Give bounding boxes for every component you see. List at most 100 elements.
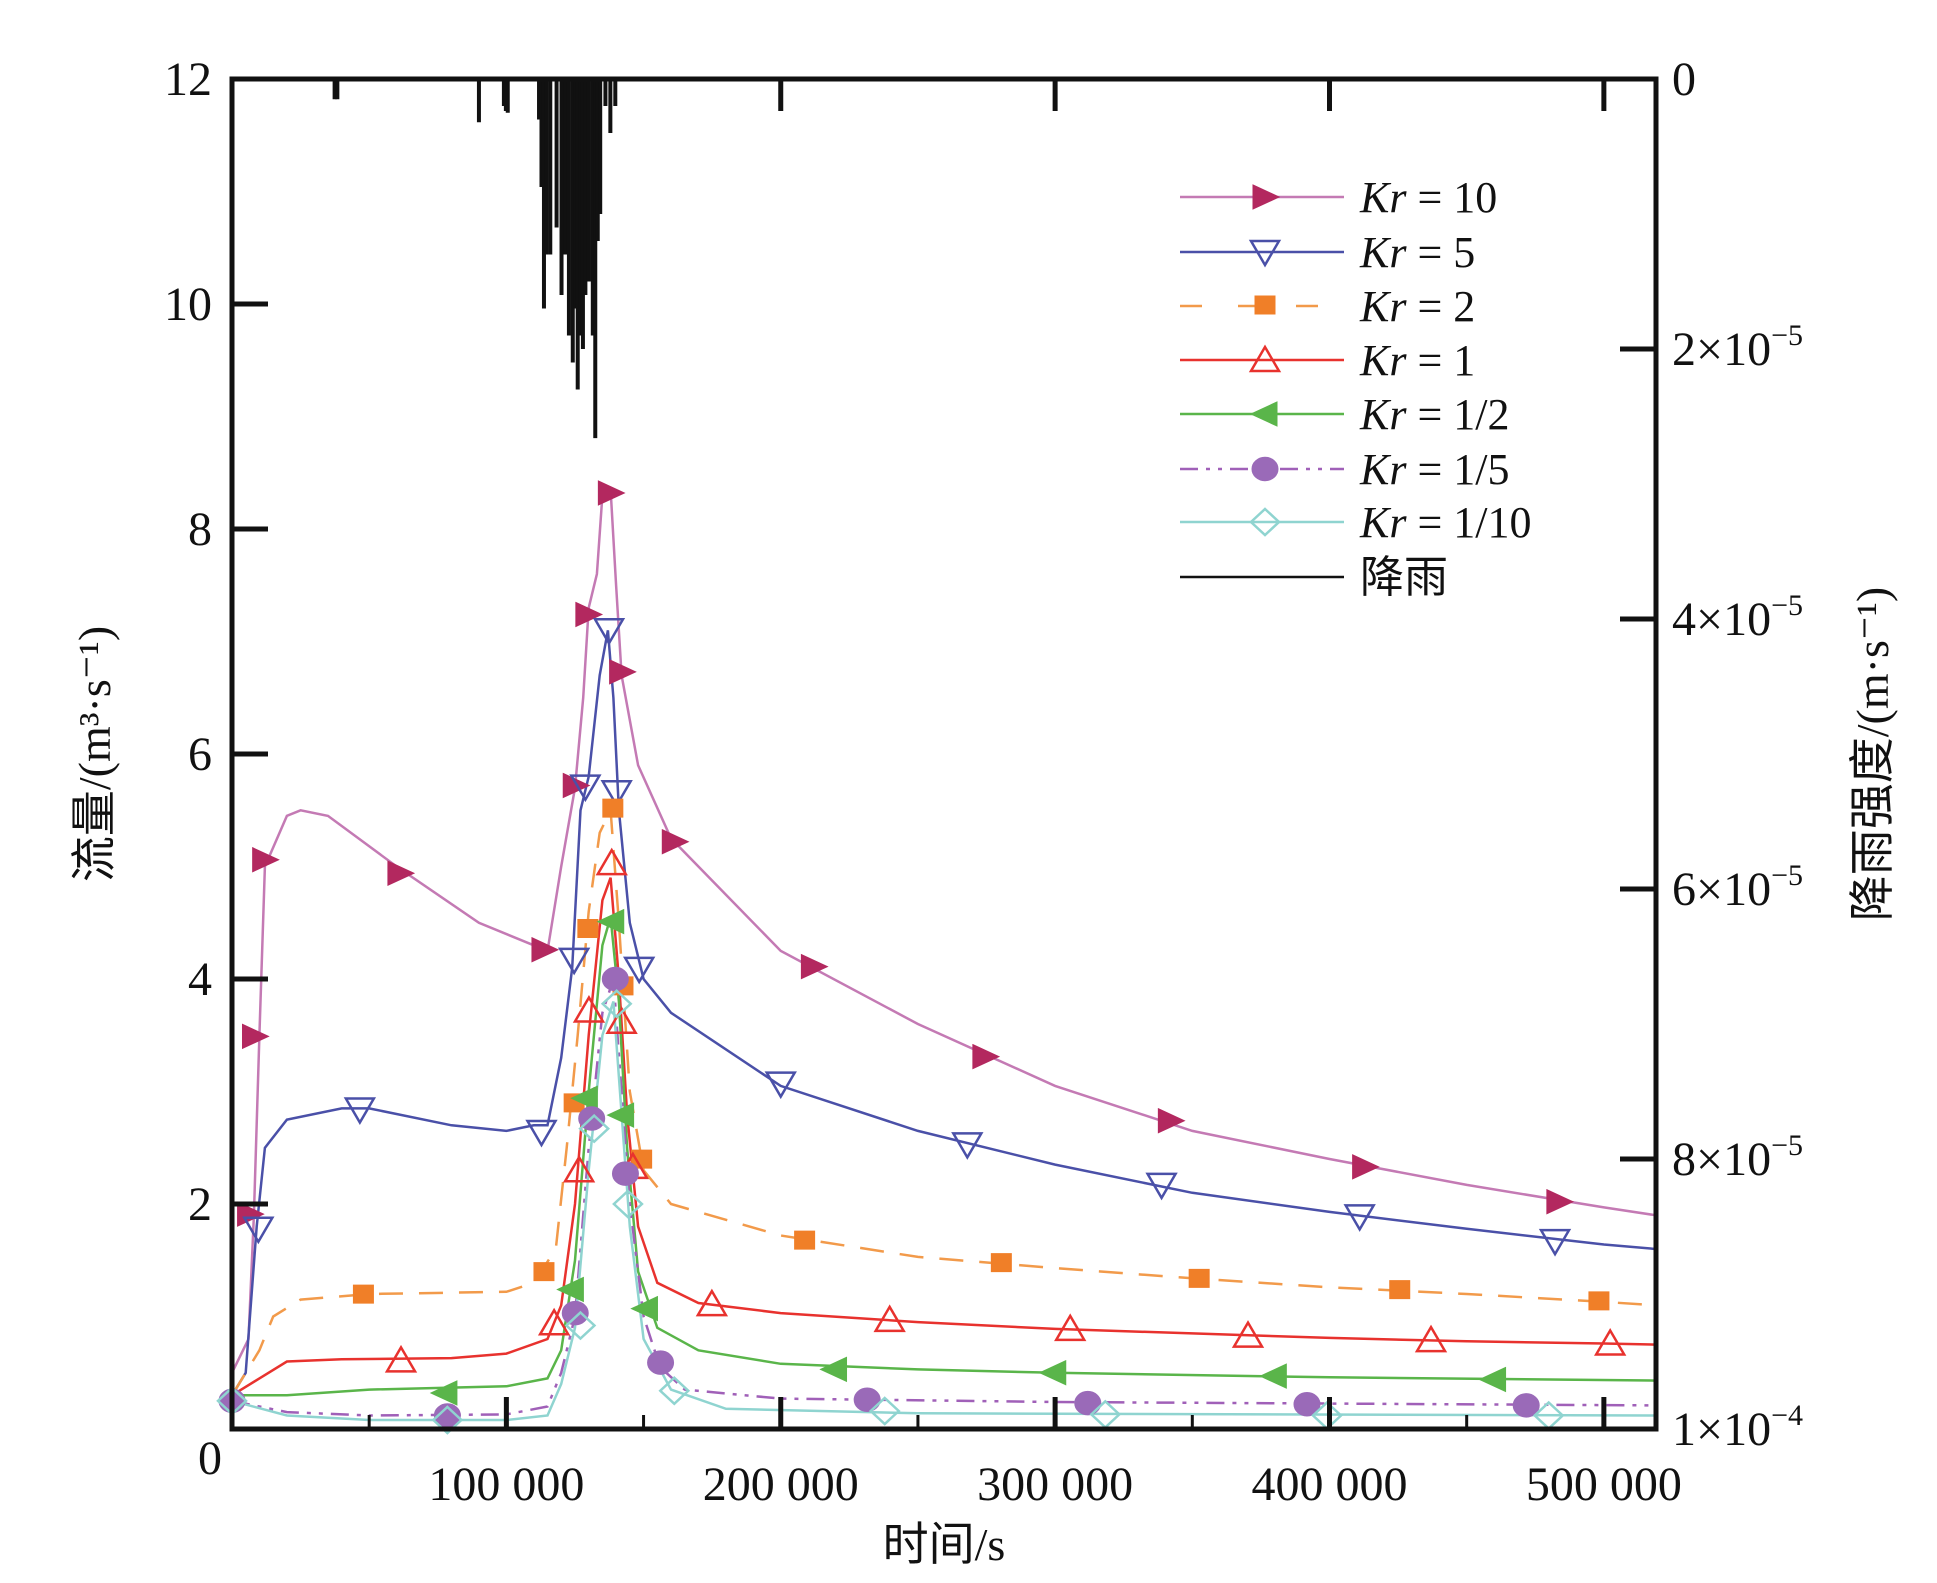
data-point-marker [1389,1280,1411,1300]
y2-tick-label: 1×10−4 [1672,1399,1803,1456]
legend-label: Kr = 2 [1359,282,1475,331]
data-point-marker [1594,1328,1627,1356]
data-point-marker [597,480,626,506]
legend-label: Kr = 1/2 [1359,390,1510,439]
data-point-marker [343,1097,377,1125]
data-point-marker [1038,1359,1067,1386]
x-axis-title: 时间/s [883,1519,1006,1570]
data-point-marker [630,1295,658,1322]
legend-marker [1248,239,1282,268]
data-point-marker [600,989,633,1019]
legend-marker [1249,401,1278,427]
data-point-marker [533,1262,555,1282]
legend-marker [1248,344,1282,373]
data-point-marker [531,936,560,963]
legend-marker [1249,507,1281,537]
data-point-marker [868,1396,901,1426]
legend-marker [1252,184,1281,210]
y-axis-title: 流量/(m³·s⁻¹) [69,626,120,882]
legend-label: Kr = 1/5 [1359,445,1510,494]
data-point-marker [564,1310,597,1341]
data-point-marker [242,1216,275,1245]
series-line-4 [232,916,1657,1397]
data-point-marker [1293,1392,1321,1417]
series-line-0 [230,487,1657,1374]
data-point-marker [873,1304,906,1333]
data-point-marker [972,1043,1001,1070]
data-point-marker [570,1085,598,1112]
data-point-marker [800,953,829,980]
y2-tick-label: 6×10−5 [1672,859,1803,916]
x-tick-label: 0 [198,1432,222,1485]
data-point-marker [622,956,656,985]
data-point-marker [1259,1363,1287,1389]
data-point-marker [1352,1154,1380,1180]
y-tick-label: 10 [164,278,212,331]
legend-label: Kr = 10 [1359,173,1497,222]
data-point-marker [602,798,624,818]
legend: Kr = 10 Kr = 5 Kr = 2 Kr = 1 Kr = 1/2 Kr = 1/… [1180,173,1532,602]
data-point-marker [595,847,628,876]
data-point-marker [387,860,416,887]
data-point-marker [592,618,626,646]
axes: 0 100 000 200 000 300 000 400 000 500 000 2 4 6 8… [164,53,1803,1511]
x-tick-label: 500 000 [1526,1458,1682,1511]
data-point-marker [612,1189,644,1219]
data-point-marker [601,966,629,992]
data-point-marker [1343,1204,1376,1232]
data-point-marker [647,1350,675,1375]
x-tick-label: 300 000 [977,1458,1133,1511]
series-line-1 [230,630,1657,1396]
series-line-5 [231,978,1657,1417]
y2-tick-label: 0 [1672,53,1696,106]
legend-label: Kr = 1 [1359,336,1475,385]
legend-label: 降雨 [1360,553,1448,602]
data-point-marker [1588,1291,1610,1311]
data-point-marker [1414,1324,1448,1353]
data-point-marker [1188,1268,1210,1288]
data-point-marker [609,659,637,685]
y2-axis-title: 降雨强度/(m·s⁻¹) [1847,587,1898,922]
data-point-marker [578,1113,611,1144]
data-point-marker [1074,1390,1102,1416]
y-tick-label: 2 [188,1178,212,1231]
legend-label: Kr = 5 [1359,228,1475,277]
data-point-marker [596,908,625,935]
series-line-2 [230,805,1657,1396]
data-point-marker [561,1300,589,1326]
x-tick-label: 400 000 [1251,1458,1407,1511]
data-point-marker [1054,1313,1087,1342]
data-point-marker [241,1023,270,1050]
y-tick-label: 4 [188,953,212,1006]
data-point-marker [562,1154,596,1183]
y2-tick-label: 2×10−5 [1672,319,1803,376]
data-point-marker [1546,1188,1575,1215]
data-point-marker [1231,1320,1265,1348]
data-point-marker [1478,1366,1507,1393]
data-point-marker [431,1405,464,1435]
data-point-marker [853,1387,881,1412]
y-tick-label: 8 [188,503,212,556]
data-point-marker [537,1307,571,1336]
legend-marker [1251,456,1279,482]
data-point-marker [1157,1107,1186,1134]
data-point-marker [606,1102,635,1128]
y2-tick-label: 8×10−5 [1672,1129,1803,1186]
data-point-marker [764,1071,797,1100]
data-point-marker [794,1230,816,1250]
data-point-marker [819,1356,848,1383]
data-point-marker [252,846,280,873]
data-point-marker [605,1006,638,1034]
data-point-marker [572,995,606,1023]
x-tick-label: 200 000 [703,1458,859,1511]
series-markers [216,480,1627,1435]
data-point-marker [1145,1172,1178,1201]
data-point-marker [658,1376,691,1406]
data-point-marker [556,1276,584,1303]
data-point-marker [237,1201,265,1227]
data-point-marker [695,1288,729,1317]
data-point-marker [575,601,604,628]
y-tick-label: 12 [164,53,212,106]
data-point-marker [352,1284,374,1304]
